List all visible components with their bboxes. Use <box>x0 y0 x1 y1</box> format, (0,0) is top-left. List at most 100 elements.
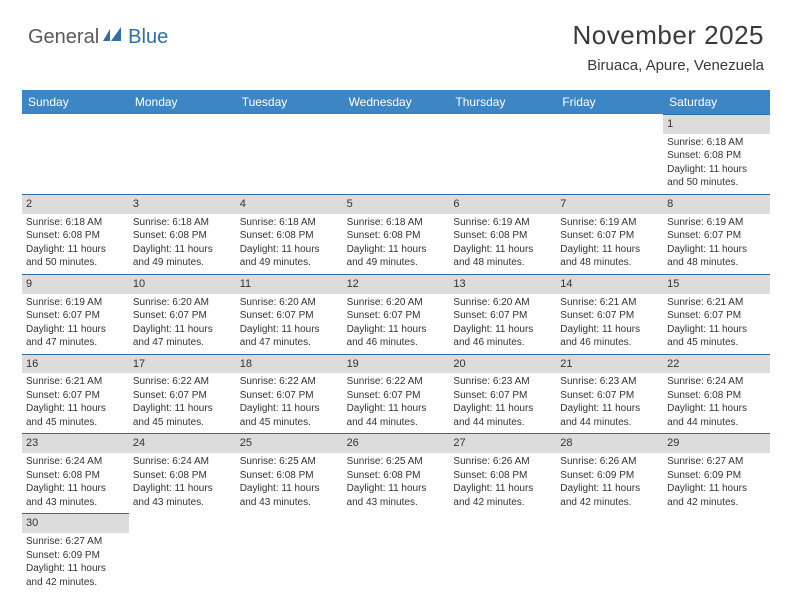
sunrise-line: Sunrise: 6:21 AM <box>26 375 125 389</box>
calendar-cell: 14Sunrise: 6:21 AMSunset: 6:07 PMDayligh… <box>556 274 663 354</box>
day-number: 13 <box>449 274 556 294</box>
calendar-cell: 6Sunrise: 6:19 AMSunset: 6:08 PMDaylight… <box>449 194 556 274</box>
sunset-line: Sunset: 6:07 PM <box>26 389 125 403</box>
day-number: 7 <box>556 194 663 214</box>
daylight-line: Daylight: 11 hours and 42 minutes. <box>26 562 125 589</box>
sunrise-line: Sunrise: 6:23 AM <box>560 375 659 389</box>
calendar-cell-empty <box>129 513 236 593</box>
day-number: 8 <box>663 194 770 214</box>
calendar-cell: 23Sunrise: 6:24 AMSunset: 6:08 PMDayligh… <box>22 433 129 513</box>
daylight-line: Daylight: 11 hours and 46 minutes. <box>453 323 552 350</box>
day-number: 6 <box>449 194 556 214</box>
calendar-cell: 9Sunrise: 6:19 AMSunset: 6:07 PMDaylight… <box>22 274 129 354</box>
sunset-line: Sunset: 6:07 PM <box>453 389 552 403</box>
calendar-grid: 1Sunrise: 6:18 AMSunset: 6:08 PMDaylight… <box>22 114 770 593</box>
daylight-line: Daylight: 11 hours and 49 minutes. <box>347 243 446 270</box>
sunset-line: Sunset: 6:07 PM <box>560 389 659 403</box>
calendar-cell: 28Sunrise: 6:26 AMSunset: 6:09 PMDayligh… <box>556 433 663 513</box>
calendar-cell-empty <box>343 513 450 593</box>
weekday-header: Tuesday <box>236 90 343 114</box>
calendar-cell: 19Sunrise: 6:22 AMSunset: 6:07 PMDayligh… <box>343 354 450 434</box>
sunset-line: Sunset: 6:07 PM <box>133 309 232 323</box>
sunset-line: Sunset: 6:08 PM <box>347 469 446 483</box>
calendar-cell-empty <box>22 114 129 194</box>
day-number: 28 <box>556 433 663 453</box>
daylight-line: Daylight: 11 hours and 42 minutes. <box>453 482 552 509</box>
calendar-cell: 12Sunrise: 6:20 AMSunset: 6:07 PMDayligh… <box>343 274 450 354</box>
calendar-cell: 17Sunrise: 6:22 AMSunset: 6:07 PMDayligh… <box>129 354 236 434</box>
day-number: 14 <box>556 274 663 294</box>
calendar-cell: 10Sunrise: 6:20 AMSunset: 6:07 PMDayligh… <box>129 274 236 354</box>
sunset-line: Sunset: 6:08 PM <box>26 229 125 243</box>
weekday-header: Sunday <box>22 90 129 114</box>
calendar-cell-empty <box>343 114 450 194</box>
day-number: 2 <box>22 194 129 214</box>
calendar-cell: 5Sunrise: 6:18 AMSunset: 6:08 PMDaylight… <box>343 194 450 274</box>
calendar-cell-empty <box>129 114 236 194</box>
calendar-cell-empty <box>556 114 663 194</box>
day-number: 11 <box>236 274 343 294</box>
calendar-cell: 29Sunrise: 6:27 AMSunset: 6:09 PMDayligh… <box>663 433 770 513</box>
calendar-cell: 3Sunrise: 6:18 AMSunset: 6:08 PMDaylight… <box>129 194 236 274</box>
brand-part2: Blue <box>128 26 168 49</box>
daylight-line: Daylight: 11 hours and 49 minutes. <box>240 243 339 270</box>
day-number: 29 <box>663 433 770 453</box>
day-number: 17 <box>129 354 236 374</box>
calendar-cell: 2Sunrise: 6:18 AMSunset: 6:08 PMDaylight… <box>22 194 129 274</box>
sunrise-line: Sunrise: 6:27 AM <box>26 535 125 549</box>
day-number: 3 <box>129 194 236 214</box>
sunrise-line: Sunrise: 6:18 AM <box>240 216 339 230</box>
sunset-line: Sunset: 6:07 PM <box>347 309 446 323</box>
calendar-cell: 16Sunrise: 6:21 AMSunset: 6:07 PMDayligh… <box>22 354 129 434</box>
weekday-header-row: SundayMondayTuesdayWednesdayThursdayFrid… <box>22 90 770 114</box>
sunset-line: Sunset: 6:07 PM <box>560 229 659 243</box>
day-number: 21 <box>556 354 663 374</box>
sunrise-line: Sunrise: 6:18 AM <box>347 216 446 230</box>
calendar-cell: 1Sunrise: 6:18 AMSunset: 6:08 PMDaylight… <box>663 114 770 194</box>
sunrise-line: Sunrise: 6:20 AM <box>133 296 232 310</box>
daylight-line: Daylight: 11 hours and 45 minutes. <box>667 323 766 350</box>
day-number: 22 <box>663 354 770 374</box>
calendar-cell: 20Sunrise: 6:23 AMSunset: 6:07 PMDayligh… <box>449 354 556 434</box>
title-block: November 2025 Biruaca, Apure, Venezuela <box>573 20 765 74</box>
sunrise-line: Sunrise: 6:20 AM <box>240 296 339 310</box>
sunrise-line: Sunrise: 6:24 AM <box>133 455 232 469</box>
sunrise-line: Sunrise: 6:25 AM <box>347 455 446 469</box>
day-number: 23 <box>22 433 129 453</box>
daylight-line: Daylight: 11 hours and 50 minutes. <box>667 163 766 190</box>
calendar-cell: 30Sunrise: 6:27 AMSunset: 6:09 PMDayligh… <box>22 513 129 593</box>
calendar-cell: 22Sunrise: 6:24 AMSunset: 6:08 PMDayligh… <box>663 354 770 434</box>
daylight-line: Daylight: 11 hours and 47 minutes. <box>26 323 125 350</box>
sunrise-line: Sunrise: 6:22 AM <box>347 375 446 389</box>
sunrise-line: Sunrise: 6:19 AM <box>560 216 659 230</box>
flag-icon <box>103 27 125 48</box>
calendar: SundayMondayTuesdayWednesdayThursdayFrid… <box>22 90 770 593</box>
daylight-line: Daylight: 11 hours and 43 minutes. <box>133 482 232 509</box>
daylight-line: Daylight: 11 hours and 43 minutes. <box>26 482 125 509</box>
daylight-line: Daylight: 11 hours and 42 minutes. <box>667 482 766 509</box>
sunrise-line: Sunrise: 6:22 AM <box>133 375 232 389</box>
daylight-line: Daylight: 11 hours and 44 minutes. <box>667 402 766 429</box>
calendar-cell: 27Sunrise: 6:26 AMSunset: 6:08 PMDayligh… <box>449 433 556 513</box>
calendar-cell: 4Sunrise: 6:18 AMSunset: 6:08 PMDaylight… <box>236 194 343 274</box>
weekday-header: Saturday <box>663 90 770 114</box>
sunset-line: Sunset: 6:08 PM <box>453 229 552 243</box>
weekday-header: Friday <box>556 90 663 114</box>
day-number: 10 <box>129 274 236 294</box>
sunset-line: Sunset: 6:08 PM <box>240 229 339 243</box>
sunset-line: Sunset: 6:08 PM <box>453 469 552 483</box>
calendar-cell-empty <box>449 513 556 593</box>
calendar-cell-empty <box>236 114 343 194</box>
calendar-cell: 18Sunrise: 6:22 AMSunset: 6:07 PMDayligh… <box>236 354 343 434</box>
sunrise-line: Sunrise: 6:26 AM <box>560 455 659 469</box>
calendar-cell-empty <box>236 513 343 593</box>
sunset-line: Sunset: 6:07 PM <box>240 389 339 403</box>
sunset-line: Sunset: 6:07 PM <box>133 389 232 403</box>
brand-part1: General <box>28 26 99 49</box>
daylight-line: Daylight: 11 hours and 48 minutes. <box>667 243 766 270</box>
sunset-line: Sunset: 6:09 PM <box>26 549 125 563</box>
calendar-cell: 7Sunrise: 6:19 AMSunset: 6:07 PMDaylight… <box>556 194 663 274</box>
page-header: General Blue November 2025 Biruaca, Apur… <box>0 0 792 82</box>
sunset-line: Sunset: 6:07 PM <box>667 309 766 323</box>
day-number: 18 <box>236 354 343 374</box>
